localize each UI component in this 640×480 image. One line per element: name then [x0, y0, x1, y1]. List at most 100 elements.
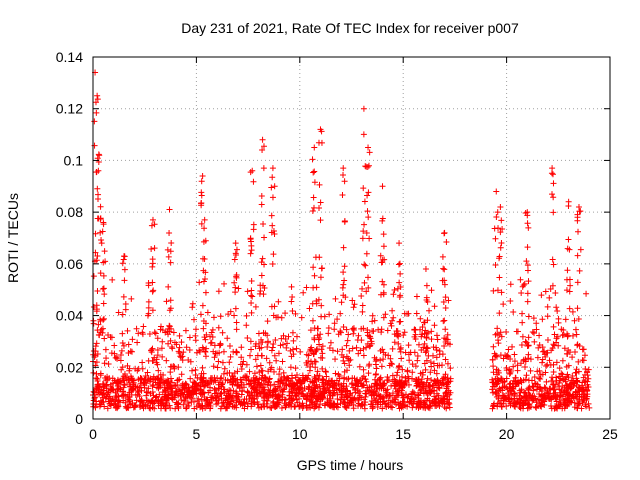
roti-point [563, 287, 570, 294]
roti-point [552, 290, 559, 297]
roti-point [168, 375, 174, 382]
roti-point [428, 336, 435, 343]
roti-point [440, 265, 447, 272]
roti-point [252, 377, 259, 384]
roti-point [192, 385, 199, 392]
roti-point [536, 332, 543, 339]
roti-point [309, 300, 316, 307]
roti-point [352, 389, 359, 396]
roti-point [397, 270, 404, 277]
roti-point [536, 367, 543, 374]
roti-point [167, 248, 174, 255]
roti-point [269, 165, 276, 172]
roti-point [185, 384, 192, 391]
roti-point [346, 362, 353, 369]
roti-point [288, 372, 295, 379]
roti-point [446, 391, 453, 398]
roti-point [429, 382, 436, 389]
roti-point [567, 381, 574, 388]
roti-point [107, 334, 114, 341]
roti-point [262, 375, 269, 382]
roti-point [561, 345, 568, 352]
roti-point [231, 279, 238, 286]
roti-point [380, 281, 387, 288]
roti-point [238, 365, 245, 372]
roti-point [261, 381, 268, 388]
roti-point [422, 366, 429, 373]
roti-point [575, 228, 582, 235]
roti-point [332, 295, 339, 302]
roti-point [583, 403, 590, 410]
roti-point [585, 375, 592, 382]
roti-point [269, 194, 276, 201]
roti-point [558, 392, 565, 399]
roti-point [133, 325, 140, 332]
roti-point [126, 367, 133, 374]
roti-point [494, 403, 501, 410]
roti-point [443, 381, 450, 388]
roti-point [497, 244, 504, 251]
roti-point [318, 302, 325, 309]
roti-point [447, 375, 454, 382]
roti-point [413, 403, 420, 410]
roti-point [409, 375, 416, 382]
roti-point [566, 305, 573, 312]
roti-point [105, 361, 112, 368]
roti-point [215, 324, 222, 331]
roti-point [363, 230, 370, 237]
roti-point [390, 314, 397, 321]
roti-point [519, 310, 526, 317]
roti-point [442, 304, 449, 311]
roti-point [524, 220, 531, 227]
roti-point [233, 246, 240, 253]
roti-point [295, 376, 302, 383]
roti-point [247, 250, 254, 257]
roti-point [201, 225, 208, 232]
roti-point [384, 374, 391, 381]
roti-point [361, 221, 368, 228]
roti-point [139, 402, 146, 409]
roti-point [533, 404, 540, 411]
roti-point [338, 388, 345, 395]
roti-point [530, 315, 537, 322]
roti-point [367, 342, 374, 349]
roti-point [339, 346, 346, 353]
roti-point [434, 401, 441, 408]
roti-point [365, 370, 372, 377]
roti-point [308, 396, 315, 403]
roti-point [319, 350, 326, 357]
roti-point [102, 258, 109, 265]
roti-point [405, 351, 412, 358]
roti-point [441, 266, 448, 273]
roti-point [286, 388, 293, 395]
roti-point [263, 355, 270, 362]
roti-point [207, 333, 214, 340]
roti-point [564, 333, 571, 340]
roti-point [195, 402, 202, 409]
roti-point [522, 356, 529, 363]
roti-point [316, 383, 323, 390]
roti-point [150, 287, 157, 294]
roti-point [414, 352, 421, 359]
roti-point [536, 400, 543, 407]
roti-point [443, 239, 450, 246]
roti-point [365, 162, 372, 169]
roti-point [157, 323, 164, 330]
roti-point [210, 314, 217, 321]
roti-point [337, 328, 344, 335]
roti-point [503, 375, 510, 382]
roti-point [269, 260, 276, 267]
roti-point [378, 363, 385, 370]
roti-point [117, 357, 124, 364]
roti-point [280, 369, 287, 376]
roti-point [137, 398, 144, 405]
roti-point [310, 350, 317, 357]
roti-point [260, 282, 267, 289]
roti-point [365, 189, 372, 196]
roti-point [165, 283, 172, 290]
roti-point [272, 337, 279, 344]
roti-point [127, 401, 134, 408]
roti-point [423, 344, 430, 351]
roti-point [268, 303, 275, 310]
